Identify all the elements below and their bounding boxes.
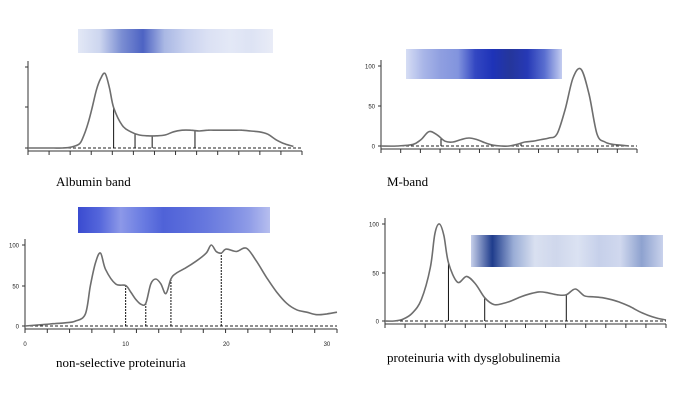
y-tick-label: 100 [9, 244, 20, 250]
y-tick-label: 50 [368, 105, 375, 111]
chart-non-selective-proteinuria: 100 50 0 0 10 20 30 [9, 207, 338, 348]
y-tick-label: 0 [372, 145, 376, 151]
chart-m-band: 100 50 0 [365, 49, 638, 153]
x-tick-label: 30 [324, 342, 331, 348]
density-curve [24, 244, 338, 327]
electrophoresis-strip [406, 49, 562, 79]
electrophoresis-strip [471, 235, 663, 267]
y-tick-label: 100 [369, 223, 380, 229]
caption-non-selective-proteinuria: non-selective proteinuria [56, 355, 186, 370]
chart-albumin-band [25, 29, 303, 155]
x-tick-label: 0 [23, 342, 27, 348]
density-curve [380, 67, 630, 147]
chart-proteinuria-with-dysglobulinemia: 100 50 0 [369, 218, 667, 328]
x-tick-label: 10 [122, 342, 129, 348]
caption-albumin-band: Albumin band [56, 174, 131, 189]
electrophoresis-strip [78, 207, 270, 233]
density-curve [384, 223, 667, 322]
y-tick-label: 0 [16, 325, 20, 331]
x-tick-label: 20 [223, 342, 230, 348]
y-tick-label: 50 [372, 272, 379, 278]
y-tick-label: 0 [376, 320, 380, 326]
density-curve [28, 72, 294, 149]
caption-proteinuria-with-dysglobulinemia: proteinuria with dysglobulinemia [387, 350, 561, 365]
electrophoresis-strip [78, 29, 273, 53]
caption-m-band: M-band [387, 174, 429, 189]
y-tick-label: 50 [12, 285, 19, 291]
y-tick-label: 100 [365, 65, 376, 71]
